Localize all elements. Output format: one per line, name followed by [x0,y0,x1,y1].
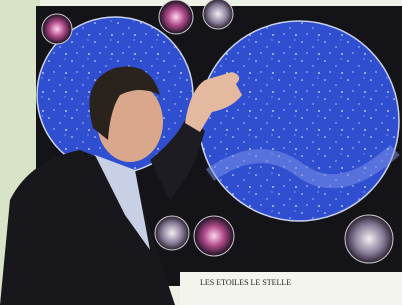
nebula-photo [194,216,234,256]
sky-map-right [199,21,399,221]
nebula-photo [42,14,72,44]
caption-strip [180,272,402,305]
nebula-photo [345,215,393,263]
nebula-photo [155,216,189,250]
nebula-photo [203,0,233,29]
nebula-photo [159,0,193,34]
photo: LES ETOILES LE STELLE [0,0,402,305]
poster-caption: LES ETOILES LE STELLE [200,278,291,287]
